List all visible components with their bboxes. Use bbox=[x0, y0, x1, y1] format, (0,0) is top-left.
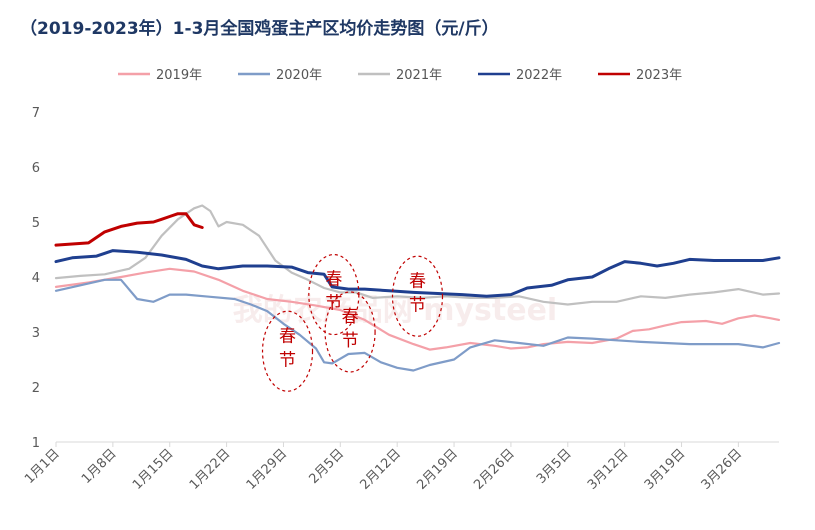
y-tick-label: 1 bbox=[32, 436, 40, 451]
x-tick-label: 1月22日 bbox=[187, 446, 234, 493]
watermark-text: 我的农产品网 mysteel bbox=[233, 293, 557, 328]
annotation-char: 春 bbox=[325, 270, 342, 290]
annotation-char: 春 bbox=[279, 326, 296, 346]
series-lines bbox=[54, 204, 781, 372]
annotation-char: 春 bbox=[342, 307, 359, 327]
x-tick-label: 3月19日 bbox=[642, 446, 689, 493]
legend-label-2019年: 2019年 bbox=[156, 68, 202, 83]
x-tick-label: 1月8日 bbox=[79, 446, 120, 487]
legend: 2019年 2020年 2021年 2022年 2023年 bbox=[118, 68, 682, 83]
x-tick-label: 3月26日 bbox=[699, 446, 746, 493]
x-tick-label: 1月1日 bbox=[22, 446, 63, 487]
x-tick-label: 1月15日 bbox=[130, 446, 177, 493]
series-line-2021年 bbox=[54, 204, 781, 306]
y-tick-label: 2 bbox=[32, 381, 40, 396]
y-tick-label: 4 bbox=[32, 271, 40, 286]
annotation-ellipse bbox=[391, 255, 444, 337]
y-tick-label: 7 bbox=[32, 106, 40, 121]
chart-title: （2019-2023年）1-3月全国鸡蛋主产区均价走势图（元/斤） bbox=[20, 19, 499, 39]
series-line-2020年 bbox=[54, 278, 781, 372]
y-tick-label: 5 bbox=[32, 216, 40, 231]
annotation-char: 节 bbox=[342, 331, 359, 351]
x-tick-label: 2月12日 bbox=[357, 446, 404, 493]
legend-label-2022年: 2022年 bbox=[516, 68, 562, 83]
y-tick-label: 3 bbox=[32, 326, 40, 341]
x-tick-label: 3月12日 bbox=[585, 446, 632, 493]
x-tick-label: 3月5日 bbox=[534, 446, 575, 487]
annotation-char: 节 bbox=[409, 295, 426, 315]
legend-label-2023年: 2023年 bbox=[636, 68, 682, 83]
legend-label-2021年: 2021年 bbox=[396, 68, 442, 83]
legend-label-2020年: 2020年 bbox=[276, 68, 322, 83]
x-tick-label: 2月19日 bbox=[414, 446, 461, 493]
x-tick-label: 2月26日 bbox=[471, 446, 518, 493]
annotation-1: 春节 bbox=[261, 310, 314, 392]
x-tick-label: 1月29日 bbox=[244, 446, 291, 493]
y-tick-label: 6 bbox=[32, 161, 40, 176]
annotation-char: 春 bbox=[409, 271, 426, 291]
annotation-char: 节 bbox=[325, 294, 342, 314]
x-tick-label: 2月5日 bbox=[306, 446, 347, 487]
annotation-ellipse bbox=[261, 310, 314, 392]
annotation-3: 春节 bbox=[324, 291, 376, 373]
series-line-2022年 bbox=[54, 249, 781, 298]
series-line-2023年 bbox=[54, 212, 204, 247]
annotation-4: 春节 bbox=[391, 255, 444, 337]
series-line-2019年 bbox=[54, 267, 781, 351]
annotation-ellipse bbox=[324, 291, 376, 373]
watermark: 我的农产品网 mysteel bbox=[233, 293, 557, 328]
annotation-char: 节 bbox=[279, 350, 296, 370]
